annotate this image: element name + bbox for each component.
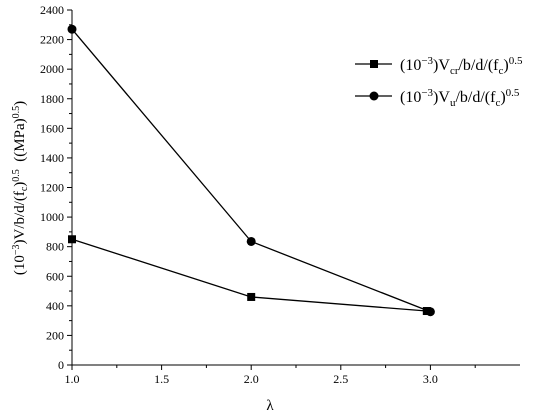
y-tick-label: 1600 bbox=[40, 121, 64, 135]
y-tick-label: 600 bbox=[46, 269, 64, 283]
x-tick-label: 1.0 bbox=[65, 372, 80, 386]
data-point-circle bbox=[425, 307, 435, 317]
legend-label-vcr: (10−3)Vcr/b/d/(fc)0.5 bbox=[400, 55, 523, 77]
y-axis-title: (10−3)V/b/d/(fc)0.5 ((MPa)0.5) bbox=[11, 101, 30, 275]
x-tick-label: 3.0 bbox=[423, 372, 438, 386]
y-tick-label: 2200 bbox=[40, 33, 64, 47]
y-tick-label: 800 bbox=[46, 240, 64, 254]
y-tick-label: 1400 bbox=[40, 151, 64, 165]
x-axis-title: λ bbox=[266, 398, 274, 414]
series-line-2 bbox=[71, 28, 431, 313]
legend: (10−3)Vcr/b/d/(fc)0.5 (10−3)Vu/b/d/(fc)0… bbox=[355, 55, 523, 109]
axes: 1.0 1.5 2.0 2.5 3.0 0 200 400 600 800 1000 1200 1400… bbox=[40, 3, 520, 386]
y-tick-label: 2000 bbox=[40, 62, 64, 76]
y-tick-label: 200 bbox=[46, 328, 64, 342]
x-tick-label: 1.5 bbox=[154, 372, 169, 386]
x-tick-label: 2.5 bbox=[333, 372, 348, 386]
legend-item-vu: (10−3)Vu/b/d/(fc)0.5 bbox=[355, 87, 520, 109]
y-tick-label: 1800 bbox=[40, 92, 64, 106]
y-tick-label: 1200 bbox=[40, 181, 64, 195]
legend-marker-square bbox=[370, 60, 378, 68]
series-layer bbox=[67, 24, 435, 317]
data-point-square bbox=[247, 292, 256, 301]
y-tick-label: 0 bbox=[58, 358, 64, 372]
y-tick-label: 400 bbox=[46, 299, 64, 313]
x-tick-label: 2.0 bbox=[244, 372, 259, 386]
legend-label-vu: (10−3)Vu/b/d/(fc)0.5 bbox=[400, 87, 520, 109]
y-tick-label: 2400 bbox=[40, 3, 64, 17]
legend-marker-circle bbox=[369, 91, 379, 101]
legend-item-vcr: (10−3)Vcr/b/d/(fc)0.5 bbox=[355, 55, 523, 77]
data-point-circle bbox=[67, 24, 77, 34]
data-point-square bbox=[68, 235, 76, 244]
y-tick-label: 1000 bbox=[40, 210, 64, 224]
data-point-circle bbox=[246, 236, 256, 246]
